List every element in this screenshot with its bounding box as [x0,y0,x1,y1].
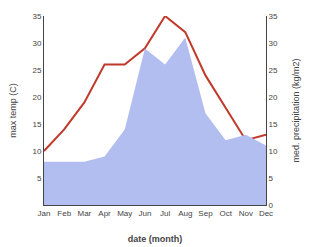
svg-text:Dec: Dec [259,209,273,218]
svg-text:Mar: Mar [77,209,91,218]
svg-text:Nov: Nov [239,209,253,218]
svg-text:5: 5 [269,174,274,183]
svg-text:20: 20 [269,93,278,102]
svg-text:med. precipitation (kg/m2): med. precipitation (kg/m2) [291,58,301,162]
svg-text:0: 0 [269,201,274,210]
svg-text:date (month): date (month) [128,234,183,244]
svg-text:30: 30 [32,39,41,48]
svg-text:10: 10 [269,147,278,156]
svg-text:max temp (C): max temp (C) [8,83,18,138]
svg-text:15: 15 [32,120,41,129]
svg-text:Aug: Aug [178,209,192,218]
svg-text:25: 25 [32,66,41,75]
svg-text:35: 35 [32,12,41,21]
svg-text:Oct: Oct [219,209,232,218]
svg-text:30: 30 [269,39,278,48]
svg-text:20: 20 [32,93,41,102]
svg-text:15: 15 [269,120,278,129]
svg-text:May: May [117,209,132,218]
svg-text:Jul: Jul [160,209,170,218]
svg-text:Feb: Feb [57,209,71,218]
svg-text:Jun: Jun [138,209,151,218]
svg-text:5: 5 [37,174,42,183]
svg-text:25: 25 [269,66,278,75]
svg-text:Apr: Apr [98,209,111,218]
svg-text:Sep: Sep [198,209,213,218]
svg-text:Jan: Jan [38,209,51,218]
svg-text:35: 35 [269,12,278,21]
svg-text:10: 10 [32,147,41,156]
